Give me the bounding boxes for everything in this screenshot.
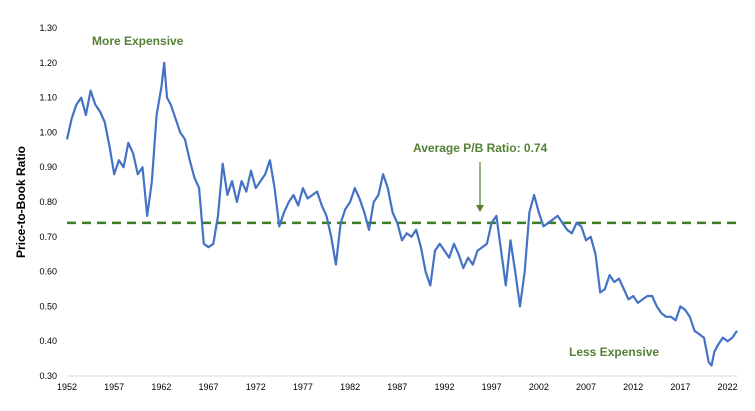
average-arrowhead [476,205,484,212]
y-tick-label: 0.40 [39,336,57,346]
y-tick-label: 0.30 [39,371,57,381]
x-tick-labels: 1952 1957 1962 1967 1972 1977 1982 1987 1992 1997… [57,382,738,392]
x-tick-label: 1957 [104,382,124,392]
x-tick-label: 2022 [718,382,738,392]
y-axis-label: Price-to-Book Ratio [14,146,28,258]
x-tick-label: 2017 [670,382,690,392]
x-tick-label: 1962 [151,382,171,392]
y-tick-label: 1.10 [39,93,57,103]
x-tick-label: 1977 [293,382,313,392]
x-tick-label: 1972 [246,382,266,392]
x-tick-label: 1952 [57,382,77,392]
annotation-less-expensive: Less Expensive [569,345,659,359]
x-tick-label: 2007 [576,382,596,392]
chart-annotations: More Expensive Average P/B Ratio: 0.74 L… [92,34,659,359]
annotation-more-expensive: More Expensive [92,34,184,48]
x-tick-label: 1982 [340,382,360,392]
x-tick-label: 1967 [199,382,219,392]
y-tick-label: 1.30 [39,23,57,33]
x-tick-label: 2002 [529,382,549,392]
y-tick-label: 0.90 [39,162,57,172]
annotation-average-ratio: Average P/B Ratio: 0.74 [413,141,548,155]
y-axis-title: Price-to-Book Ratio [14,146,28,258]
y-tick-label: 0.70 [39,232,57,242]
y-tick-labels: 0.30 0.40 0.50 0.60 0.70 0.80 0.90 1.00 1.10 1.20… [39,23,57,381]
x-tick-label: 2012 [623,382,643,392]
x-tick-label: 1987 [387,382,407,392]
x-tick-label: 1992 [434,382,454,392]
series-line-pb-ratio [65,61,738,367]
x-tick-label: 1997 [482,382,502,392]
y-tick-label: 1.20 [39,58,57,68]
y-tick-label: 0.80 [39,197,57,207]
y-tick-label: 0.50 [39,301,57,311]
y-tick-label: 1.00 [39,127,57,137]
y-tick-label: 0.60 [39,267,57,277]
